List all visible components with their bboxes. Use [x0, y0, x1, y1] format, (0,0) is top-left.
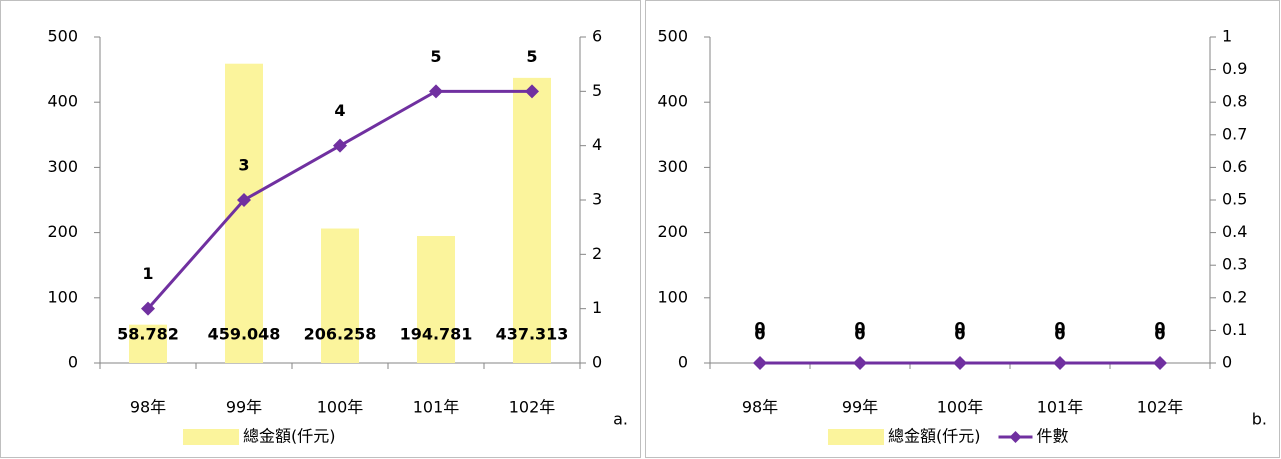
- bar-value-label: 194.781: [400, 325, 473, 344]
- line-value-label: 0: [1154, 319, 1165, 338]
- line-marker: [953, 356, 967, 370]
- line-value-label: 5: [526, 47, 537, 66]
- line-value-label: 4: [334, 101, 345, 120]
- y2-tick-label: 1: [592, 298, 602, 317]
- line-value-label: 0: [754, 319, 765, 338]
- line-marker: [333, 138, 347, 153]
- x-tick-label: 98年: [742, 398, 778, 417]
- panel-label: a.: [613, 410, 628, 429]
- x-tick-label: 99年: [842, 398, 878, 417]
- y-tick-label: 300: [47, 157, 78, 176]
- bar-value-label: 0: [754, 325, 765, 344]
- line-marker: [1153, 356, 1167, 370]
- y2-tick-label: 1: [1222, 27, 1232, 46]
- legend-swatch: [828, 429, 884, 445]
- y-tick-label: 200: [47, 222, 78, 241]
- y2-tick-label: 4: [592, 135, 602, 154]
- y-tick-label: 400: [657, 92, 688, 111]
- y2-tick-label: 0.2: [1222, 287, 1247, 306]
- x-tick-label: 100年: [937, 398, 984, 417]
- legend-swatch: [183, 429, 239, 445]
- line-value-label: 0: [954, 319, 965, 338]
- panel-label: b.: [1252, 410, 1267, 429]
- y-tick-label: 0: [68, 353, 78, 372]
- y2-tick-label: 0.9: [1222, 59, 1247, 78]
- bar-value-label: 0: [854, 325, 865, 344]
- legend-label: 總金額(仟元): [243, 427, 336, 446]
- line-marker: [525, 84, 539, 99]
- y2-tick-label: 0.4: [1222, 222, 1247, 241]
- x-tick-label: 102年: [509, 398, 556, 417]
- y2-tick-label: 3: [592, 190, 602, 209]
- line-marker: [429, 84, 443, 99]
- line-marker: [853, 356, 867, 370]
- y2-tick-label: 0.1: [1222, 320, 1247, 339]
- y-tick-label: 300: [657, 157, 688, 176]
- y-tick-label: 0: [678, 353, 688, 372]
- y2-tick-label: 0.7: [1222, 124, 1247, 143]
- panel-frame: [645, 0, 1280, 458]
- y-tick-label: 500: [47, 27, 78, 46]
- y2-tick-label: 0.6: [1222, 157, 1247, 176]
- line-marker: [237, 193, 251, 207]
- y-tick-label: 500: [657, 27, 688, 46]
- line-marker: [141, 301, 155, 316]
- y2-tick-label: 0.5: [1222, 190, 1247, 209]
- bar-value-label: 206.258: [304, 325, 377, 344]
- bar: [129, 324, 167, 363]
- y2-tick-label: 5: [592, 81, 602, 100]
- bar-value-label: 0: [1154, 325, 1165, 344]
- x-tick-label: 99年: [226, 398, 262, 417]
- y2-tick-label: 0: [1222, 353, 1232, 372]
- y2-tick-label: 0: [592, 353, 602, 372]
- bar-value-label: 58.782: [117, 325, 179, 344]
- line-value-label: 3: [238, 156, 249, 175]
- line-marker: [1053, 356, 1067, 370]
- bar-value-label: 437.313: [496, 325, 569, 344]
- bar-value-label: 0: [1054, 325, 1065, 344]
- y2-tick-label: 2: [592, 244, 602, 263]
- bar-value-label: 0: [954, 325, 965, 344]
- x-tick-label: 101年: [1037, 398, 1084, 417]
- bar: [321, 228, 359, 363]
- line-value-label: 0: [854, 319, 865, 338]
- line-value-label: 5: [430, 47, 441, 66]
- y-tick-label: 400: [47, 92, 78, 111]
- line-value-label: 0: [1054, 319, 1065, 338]
- panel-frame: [0, 0, 641, 458]
- x-tick-label: 102年: [1137, 398, 1184, 417]
- x-tick-label: 98年: [130, 398, 166, 417]
- y-tick-label: 100: [47, 287, 78, 306]
- y-tick-label: 100: [657, 287, 688, 306]
- bar: [417, 236, 455, 363]
- y-tick-label: 200: [657, 222, 688, 241]
- legend-swatch: [1009, 431, 1022, 443]
- y2-tick-label: 6: [592, 27, 602, 46]
- bar: [513, 77, 551, 364]
- y2-tick-label: 0.3: [1222, 255, 1247, 274]
- line-value-label: 1: [142, 264, 153, 283]
- line-marker: [753, 356, 767, 370]
- x-tick-label: 101年: [413, 398, 460, 417]
- legend-label: 總金額(仟元): [888, 427, 981, 446]
- legend-label: 件數: [1037, 427, 1069, 446]
- x-tick-label: 100年: [317, 398, 364, 417]
- bar-value-label: 459.048: [208, 325, 281, 344]
- y2-tick-label: 0.8: [1222, 92, 1247, 111]
